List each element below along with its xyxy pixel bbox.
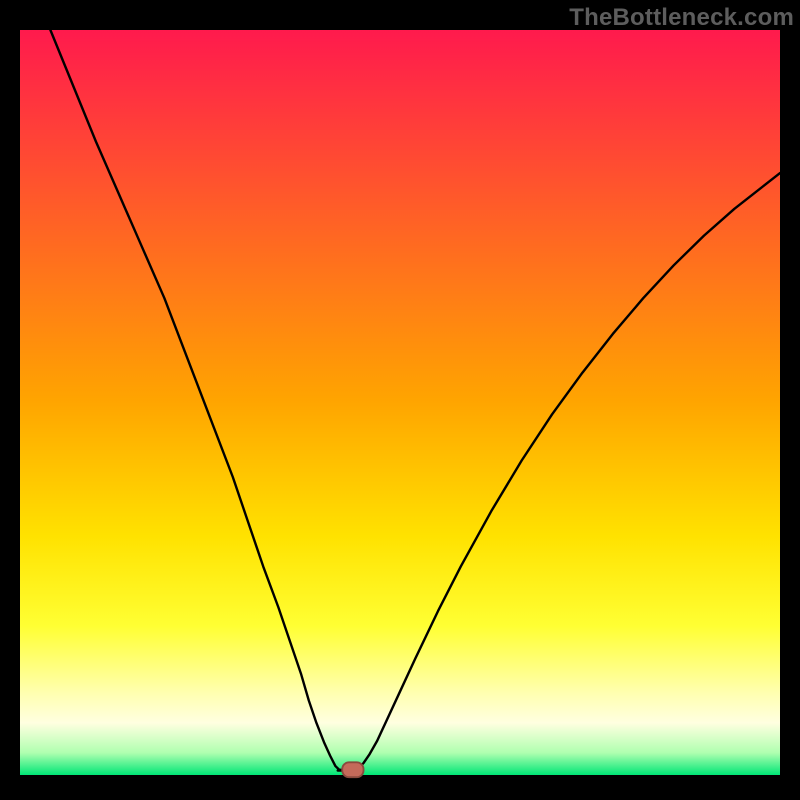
optimum-marker [342, 762, 363, 777]
watermark-text: TheBottleneck.com [569, 4, 794, 32]
plot-background [20, 30, 780, 775]
canvas: TheBottleneck.com [0, 0, 800, 800]
bottleneck-chart [0, 0, 800, 800]
